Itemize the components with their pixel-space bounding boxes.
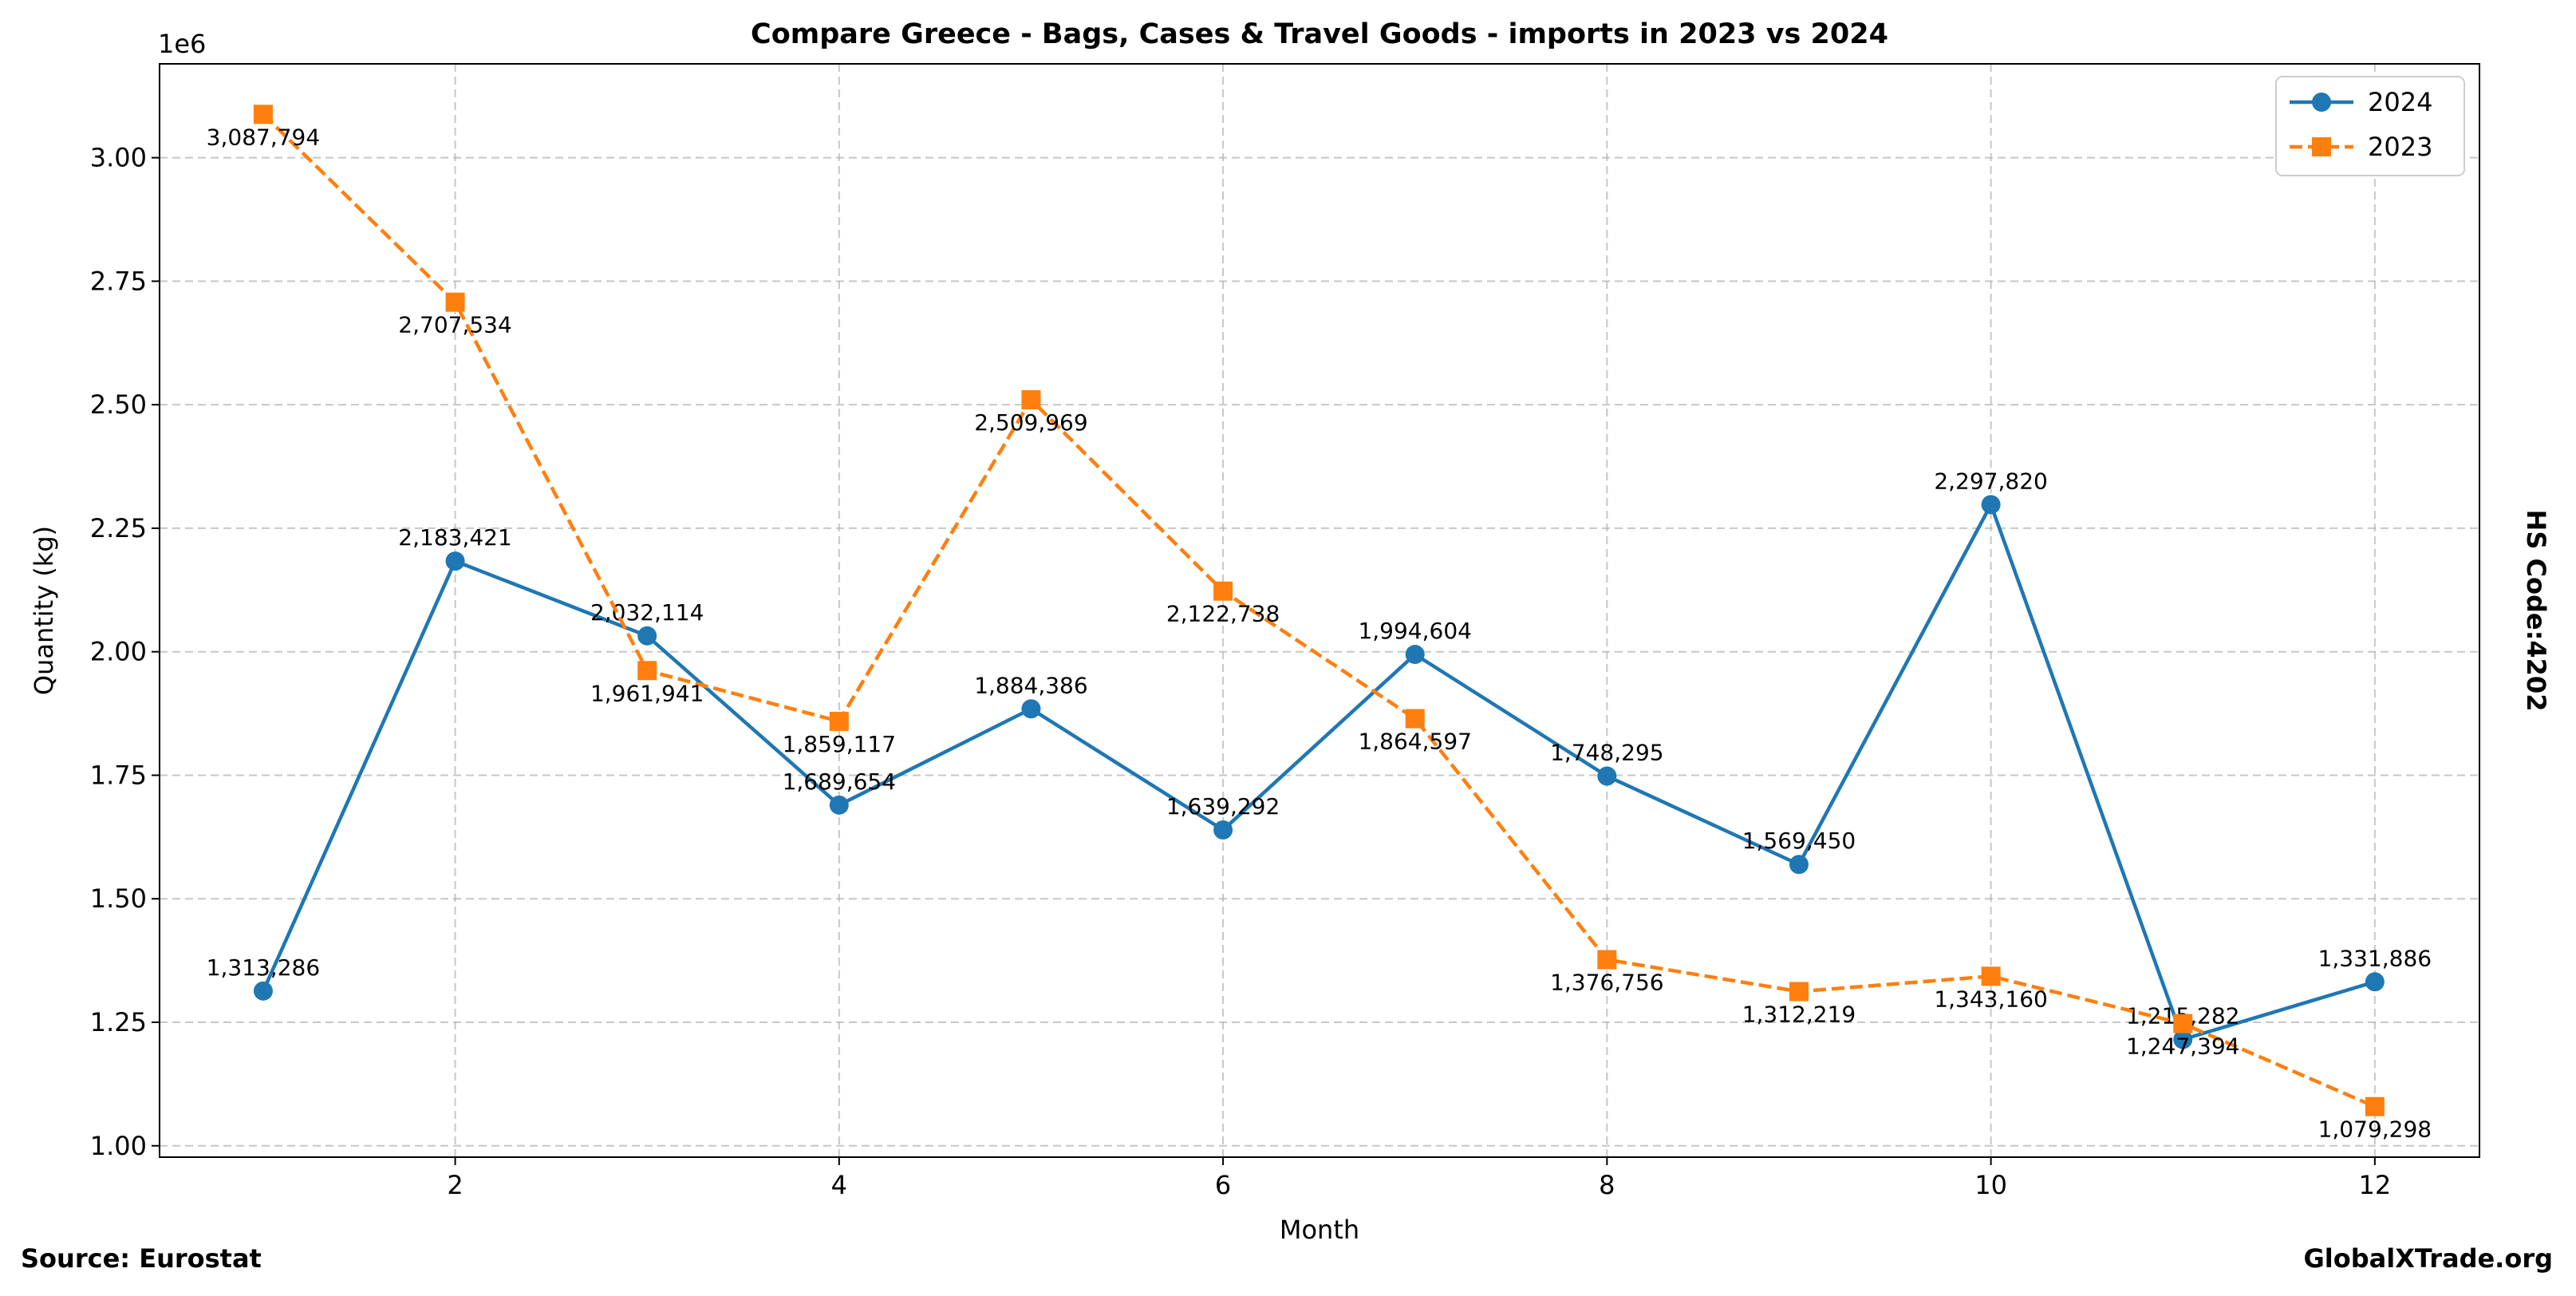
x-tick-label: 12 — [2358, 1170, 2391, 1200]
data-label-2023: 1,247,394 — [2126, 1033, 2240, 1060]
data-label-2024: 1,639,292 — [1166, 793, 1280, 820]
data-label-2023: 1,864,597 — [1358, 729, 1472, 755]
y-tick-label: 1.50 — [90, 883, 147, 914]
data-label-2024: 1,994,604 — [1358, 618, 1472, 644]
data-point-2024 — [1597, 766, 1617, 786]
grid — [160, 64, 2479, 1157]
data-point-2023 — [253, 105, 273, 124]
x-tick-label: 2 — [447, 1170, 463, 1200]
data-point-2024 — [253, 981, 273, 1001]
data-point-2023 — [1213, 581, 1233, 601]
x-tick-label: 4 — [831, 1170, 847, 1200]
data-point-2023 — [2173, 1013, 2193, 1033]
y-tick-label: 2.25 — [90, 513, 147, 543]
axis-ticks: 2 4 6 8 10 12 1.00 1.25 1.50 1.75 2.00 2.25 2.50 2.75… — [90, 143, 2391, 1200]
x-axis-label: Month — [1280, 1215, 1359, 1245]
data-label-2023: 1,961,941 — [590, 680, 704, 706]
data-point-2024 — [1981, 495, 2001, 515]
data-label-2024: 1,331,886 — [2318, 945, 2432, 971]
data-label-2023: 2,707,534 — [398, 312, 512, 338]
series-line-2024 — [261, 500, 2376, 1042]
data-label-2024: 2,297,820 — [1934, 468, 2048, 494]
data-label-2023: 1,079,298 — [2318, 1116, 2432, 1143]
data-label-2024: 1,748,295 — [1550, 740, 1664, 766]
data-label-2024: 1,313,286 — [207, 954, 321, 981]
y-tick-label: 2.50 — [90, 389, 147, 420]
data-point-2023 — [1981, 966, 2001, 986]
legend: 2024 2023 — [2275, 76, 2465, 176]
data-label-2023: 1,376,756 — [1550, 970, 1664, 996]
x-tick-label: 8 — [1599, 1170, 1615, 1200]
legend-marker-2024 — [2312, 93, 2331, 112]
data-label-2023: 2,122,738 — [1166, 601, 1280, 627]
data-point-2024 — [445, 551, 465, 571]
data-label-2024: 1,884,386 — [974, 672, 1088, 698]
data-point-2023 — [445, 292, 465, 312]
y-offset-label: 1e6 — [158, 29, 206, 59]
legend-label-2024: 2024 — [2368, 87, 2432, 117]
data-point-2024 — [2173, 1029, 2193, 1049]
data-point-2024 — [637, 626, 657, 646]
data-label-2023: 3,087,794 — [207, 124, 321, 150]
data-label-2024: 1,569,450 — [1742, 828, 1856, 854]
y-tick-label: 2.00 — [90, 637, 147, 667]
data-point-2023 — [1597, 950, 1617, 970]
y-tick-label: 2.75 — [90, 266, 147, 296]
y-tick-label: 3.00 — [90, 143, 147, 173]
source-label: Source: Eurostat — [21, 1243, 262, 1274]
series-group: 1,313,286 2,183,421 2,032,114 1,689,654 1,88… — [207, 105, 2432, 1143]
data-point-2024 — [1213, 820, 1233, 840]
y-tick-label: 1.25 — [90, 1007, 147, 1037]
data-point-2023 — [1789, 982, 1809, 1002]
watermark: GlobalXTrade.org — [2304, 1243, 2553, 1274]
data-point-2024 — [1789, 855, 1809, 875]
data-point-2023 — [1405, 709, 1425, 729]
legend-label-2023: 2023 — [2368, 132, 2432, 162]
y-tick-label: 1.00 — [90, 1131, 147, 1161]
y-axis-label: Quantity (kg) — [29, 526, 59, 695]
data-point-2023 — [1021, 389, 1041, 409]
data-point-2023 — [829, 711, 849, 731]
data-point-2024 — [829, 795, 849, 815]
y-tick-label: 1.75 — [90, 760, 147, 790]
data-label-2023: 2,509,969 — [974, 409, 1088, 436]
plot-frame — [159, 63, 2480, 1158]
chart-title: Compare Greece - Bags, Cases & Travel Go… — [751, 18, 1888, 50]
hs-code-label: HS Code:4202 — [2521, 510, 2551, 712]
data-label-2024: 1,689,654 — [783, 769, 897, 795]
data-point-2024 — [2365, 972, 2385, 992]
data-label-2024: 2,183,421 — [398, 524, 512, 551]
data-point-2023 — [2365, 1096, 2385, 1116]
data-label-2023: 1,859,117 — [783, 731, 897, 757]
data-point-2024 — [1021, 699, 1041, 719]
data-point-2023 — [637, 661, 657, 681]
legend-marker-2023 — [2312, 137, 2331, 156]
data-label-2023: 1,312,219 — [1742, 1001, 1856, 1027]
x-tick-label: 10 — [1974, 1170, 2007, 1200]
data-label-2024: 2,032,114 — [590, 599, 704, 626]
data-point-2024 — [1405, 645, 1425, 665]
data-label-2023: 1,343,160 — [1934, 986, 2048, 1012]
series-line-2023 — [262, 113, 2376, 1108]
x-tick-label: 6 — [1215, 1170, 1231, 1200]
